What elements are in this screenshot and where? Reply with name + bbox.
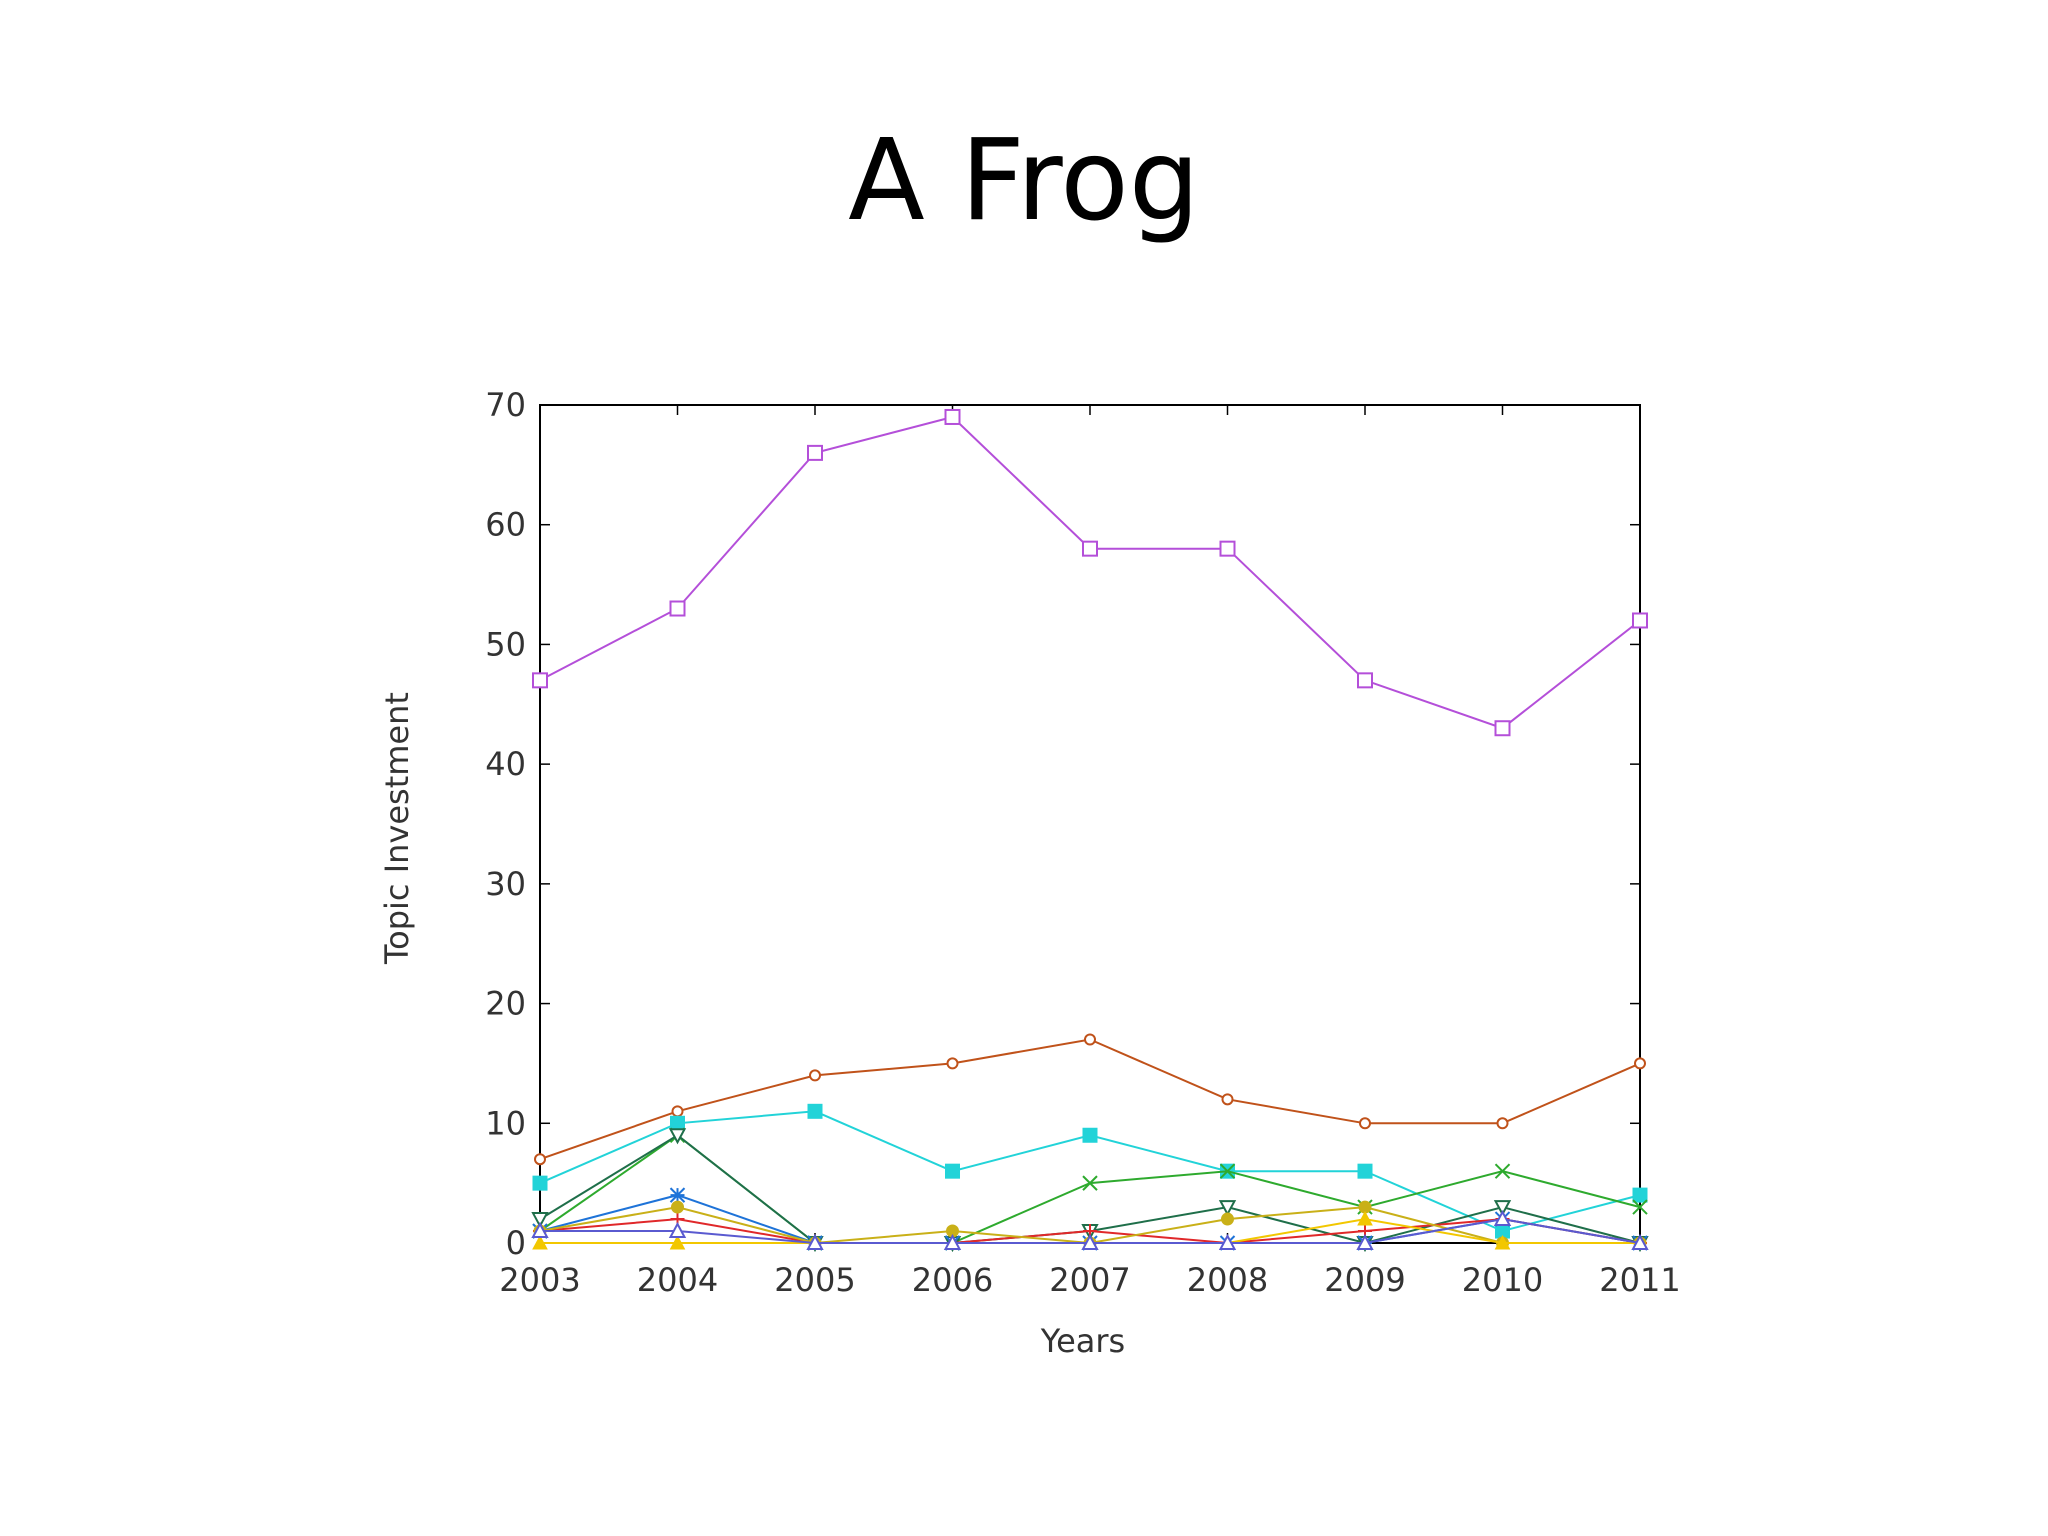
x-tick-label: 2010 [1462,1261,1543,1299]
y-tick-label: 10 [485,1104,526,1142]
series [532,1103,1648,1239]
data-point [1218,1200,1237,1217]
series [532,408,1648,737]
data-point [1082,1127,1098,1143]
x-tick-label: 2006 [912,1261,993,1299]
data-point [1219,540,1236,557]
data-point [531,1212,549,1229]
data-point [1356,1233,1374,1250]
data-point [668,1221,687,1239]
y-tick-label: 50 [485,625,526,663]
data-point [1632,1199,1648,1215]
data-point [1632,1187,1648,1203]
y-tick-label: 30 [485,865,526,903]
y-tick-label: 70 [485,386,526,424]
data-point [1493,1209,1512,1227]
x-tick-label: 2004 [637,1261,718,1299]
data-point [1082,540,1098,557]
data-point [668,1128,687,1145]
x-tick-label: 2008 [1187,1261,1268,1299]
data-point [670,1115,685,1131]
data-point [946,1057,959,1070]
data-point [671,1105,684,1118]
x-tick-label: 2003 [499,1261,580,1299]
data-point [671,1200,684,1214]
data-point [945,1163,960,1179]
y-tick-label: 60 [485,506,526,544]
x-tick-label: 2007 [1049,1261,1130,1299]
series-line [539,415,1641,730]
data-point [669,1187,686,1203]
data-point [1494,1234,1511,1250]
data-point [531,1221,549,1239]
data-point [1081,1233,1099,1250]
data-point [532,672,548,689]
data-point [1221,1212,1234,1226]
data-point [1631,1233,1649,1250]
y-tick-label: 20 [485,985,526,1023]
data-point [807,444,823,461]
data-point [1221,1093,1234,1106]
data-point [1357,1163,1373,1179]
data-point [1219,1163,1236,1179]
data-point [1357,1211,1373,1226]
series-layer [531,408,1649,1253]
data-point [1084,1033,1096,1046]
data-point [534,1153,546,1166]
data-point [1493,1200,1512,1217]
x-axis: 2003 2004 2005 2006 2007 2008 2009 2010 2011 [499,405,1681,1299]
data-point [1359,1117,1371,1130]
data-point [806,1233,824,1250]
data-point [1496,1117,1509,1130]
y-tick-label: 40 [485,745,526,783]
data-point [1082,1175,1098,1191]
y-axis-label: Topic Investment [378,692,416,965]
plot-frame [539,404,1641,1244]
x-tick-label: 2005 [774,1261,855,1299]
x-axis-label: Years [1040,1322,1125,1360]
data-point [807,1103,823,1119]
data-point [1494,720,1511,737]
series [531,1209,1649,1250]
data-point [944,408,961,425]
x-tick-label: 2009 [1324,1261,1405,1299]
slide-title: A Frog [848,116,1200,246]
data-point [532,1234,548,1250]
x-tick-label: 2011 [1599,1261,1680,1299]
y-tick-label: 0 [506,1224,526,1262]
data-point [669,600,686,617]
data-point [1632,612,1648,629]
data-point [1494,1163,1511,1179]
series [534,1033,1646,1166]
data-point [532,1175,548,1191]
data-point [809,1069,821,1082]
data-point [1218,1233,1237,1250]
data-point [1634,1057,1646,1070]
data-point [669,1234,686,1250]
data-point [943,1233,962,1250]
data-point [1357,672,1373,689]
